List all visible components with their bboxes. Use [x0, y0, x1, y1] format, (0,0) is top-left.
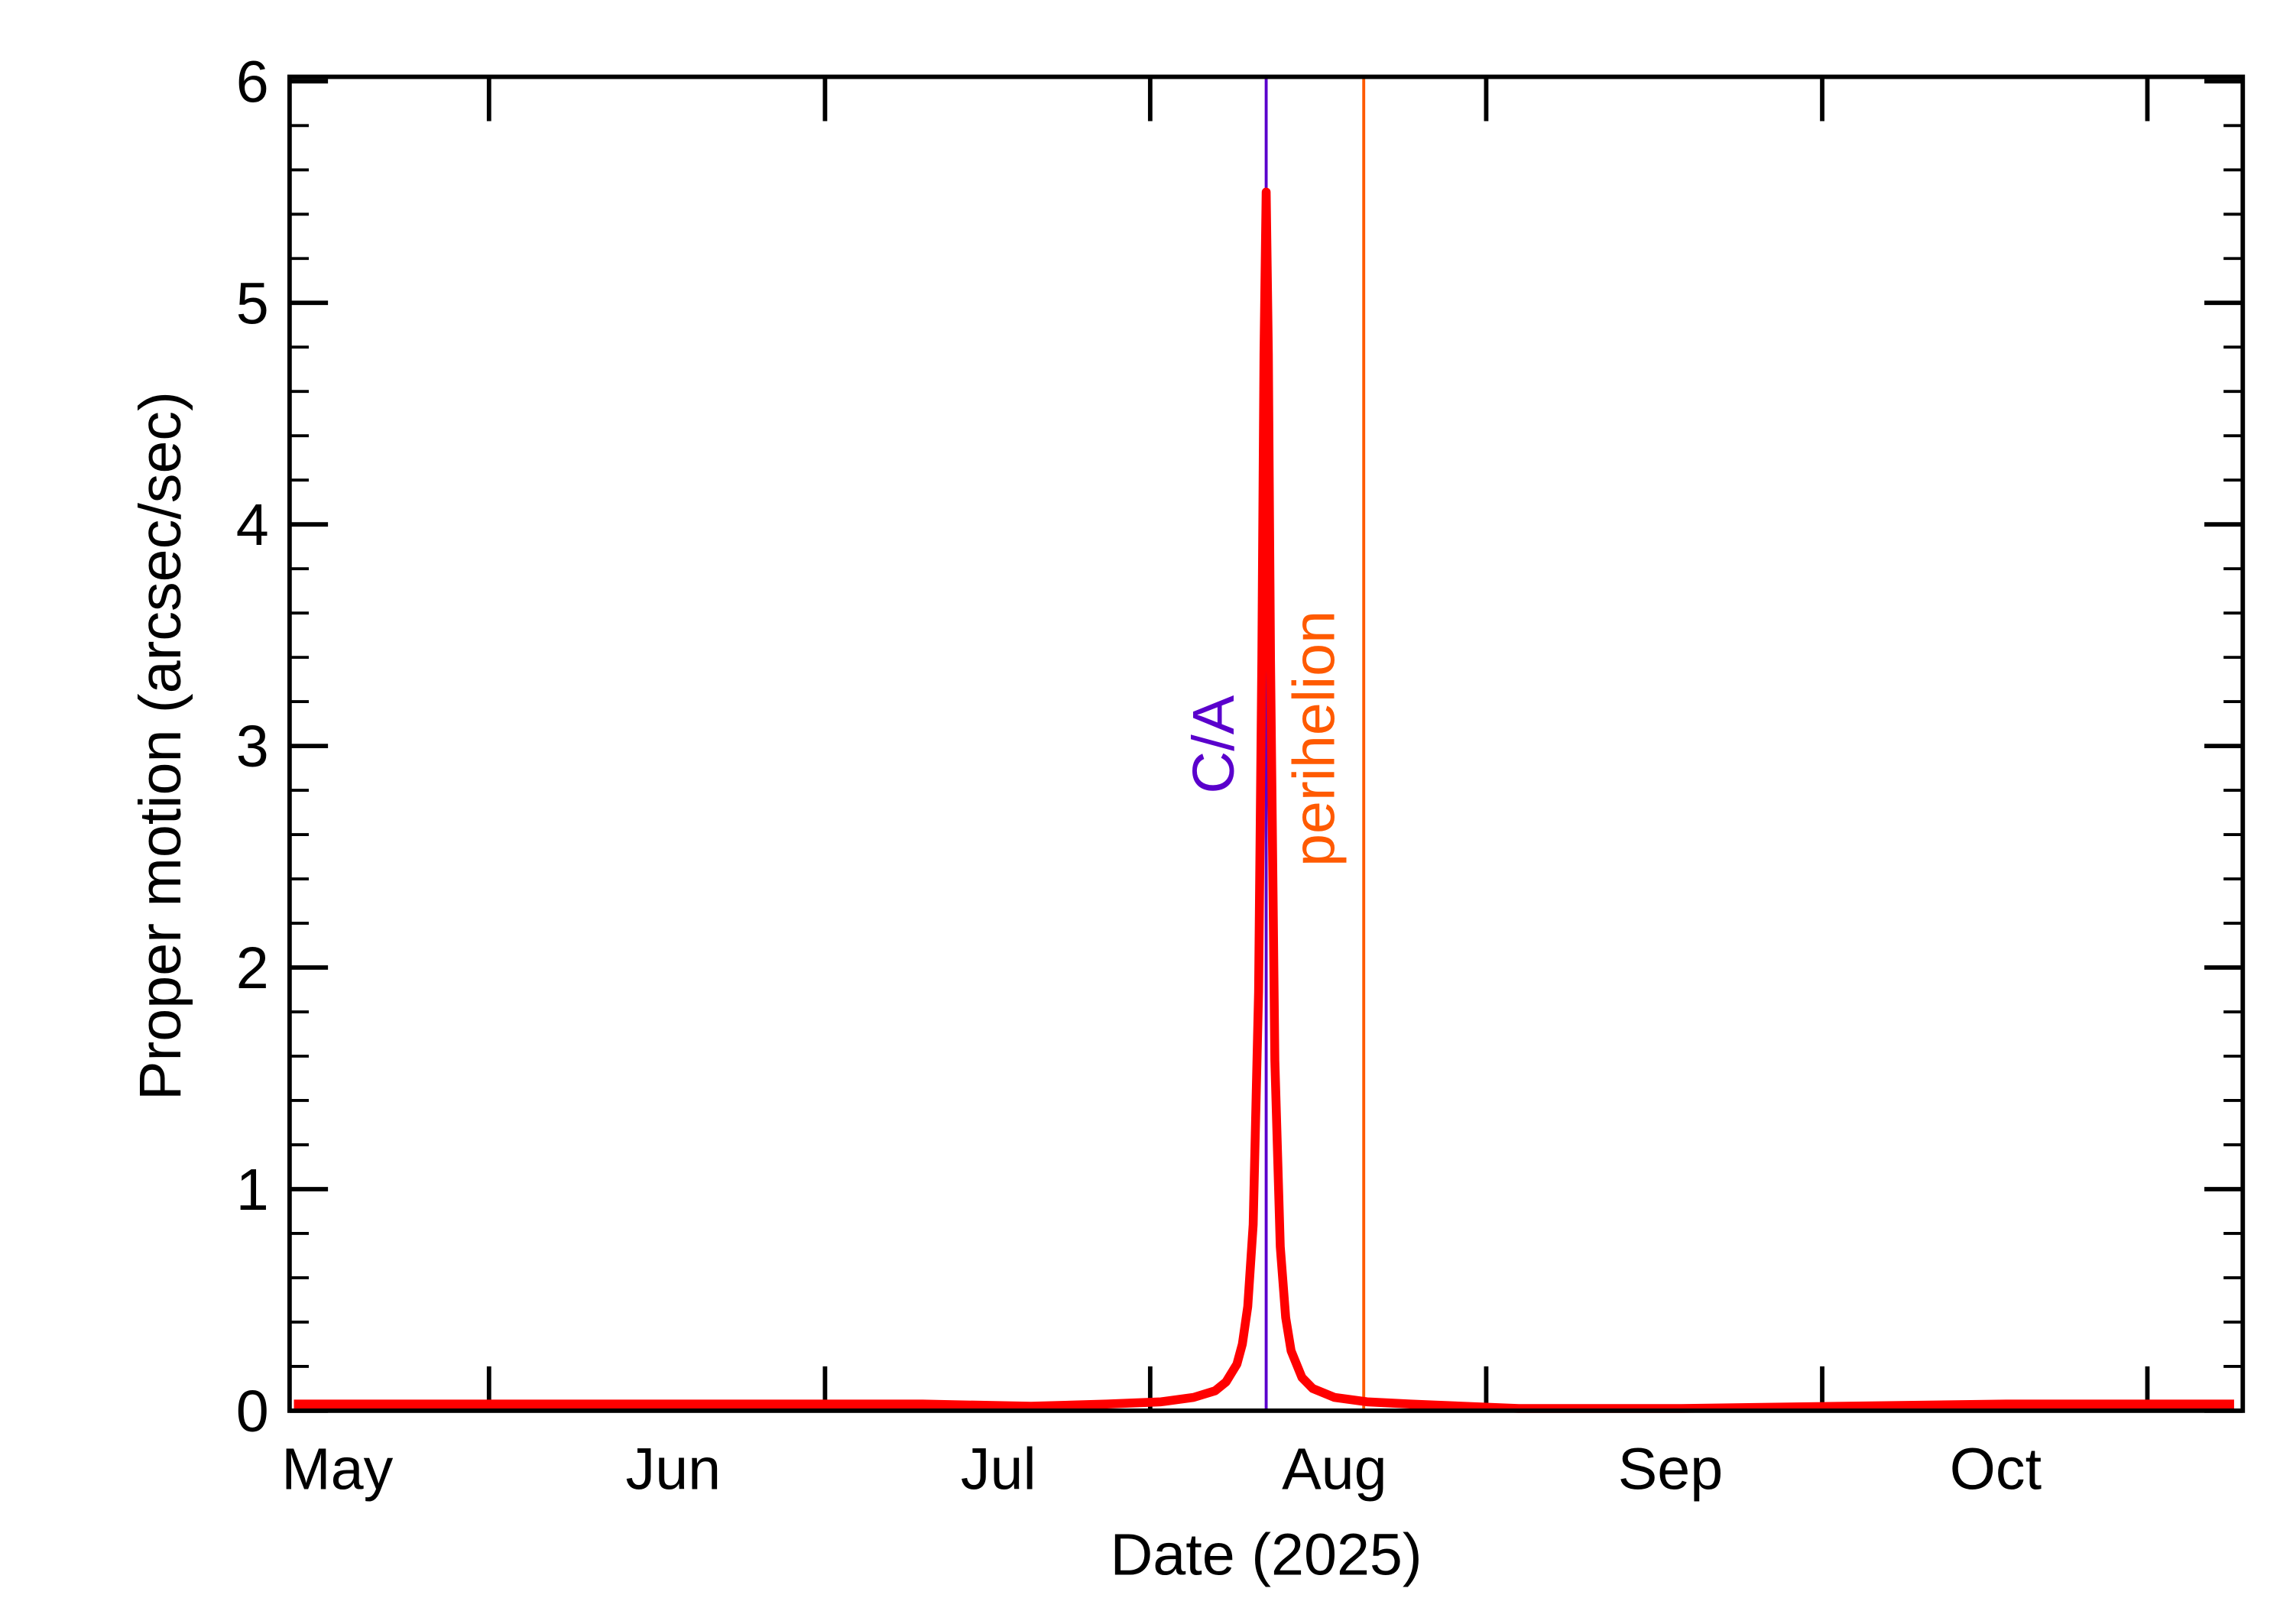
- y-tick-label: 5: [236, 271, 269, 336]
- y-tick-label: 1: [236, 1157, 269, 1223]
- x-tick-label: Oct: [1950, 1436, 2042, 1502]
- x-tick-label: Jun: [626, 1436, 722, 1502]
- y-tick-label: 3: [236, 714, 269, 780]
- x-tick-label: May: [281, 1436, 393, 1502]
- x-axis-label: Date (2025): [1110, 1522, 1422, 1587]
- x-tick-label: Aug: [1282, 1436, 1387, 1502]
- y-tick-label: 0: [236, 1379, 269, 1444]
- event-label: perihelion: [1282, 611, 1348, 867]
- y-tick-label: 2: [236, 935, 269, 1001]
- y-tick-label: 6: [236, 49, 269, 115]
- y-tick-label: 4: [236, 492, 269, 558]
- plot-frame: [287, 74, 2246, 1413]
- x-tick-label: Sep: [1618, 1436, 1724, 1502]
- event-label: C/A: [1181, 695, 1247, 793]
- x-tick-label: Jul: [961, 1436, 1036, 1502]
- y-axis-label: Proper motion (arcsec/sec): [128, 391, 193, 1100]
- data-line: [294, 187, 2234, 1413]
